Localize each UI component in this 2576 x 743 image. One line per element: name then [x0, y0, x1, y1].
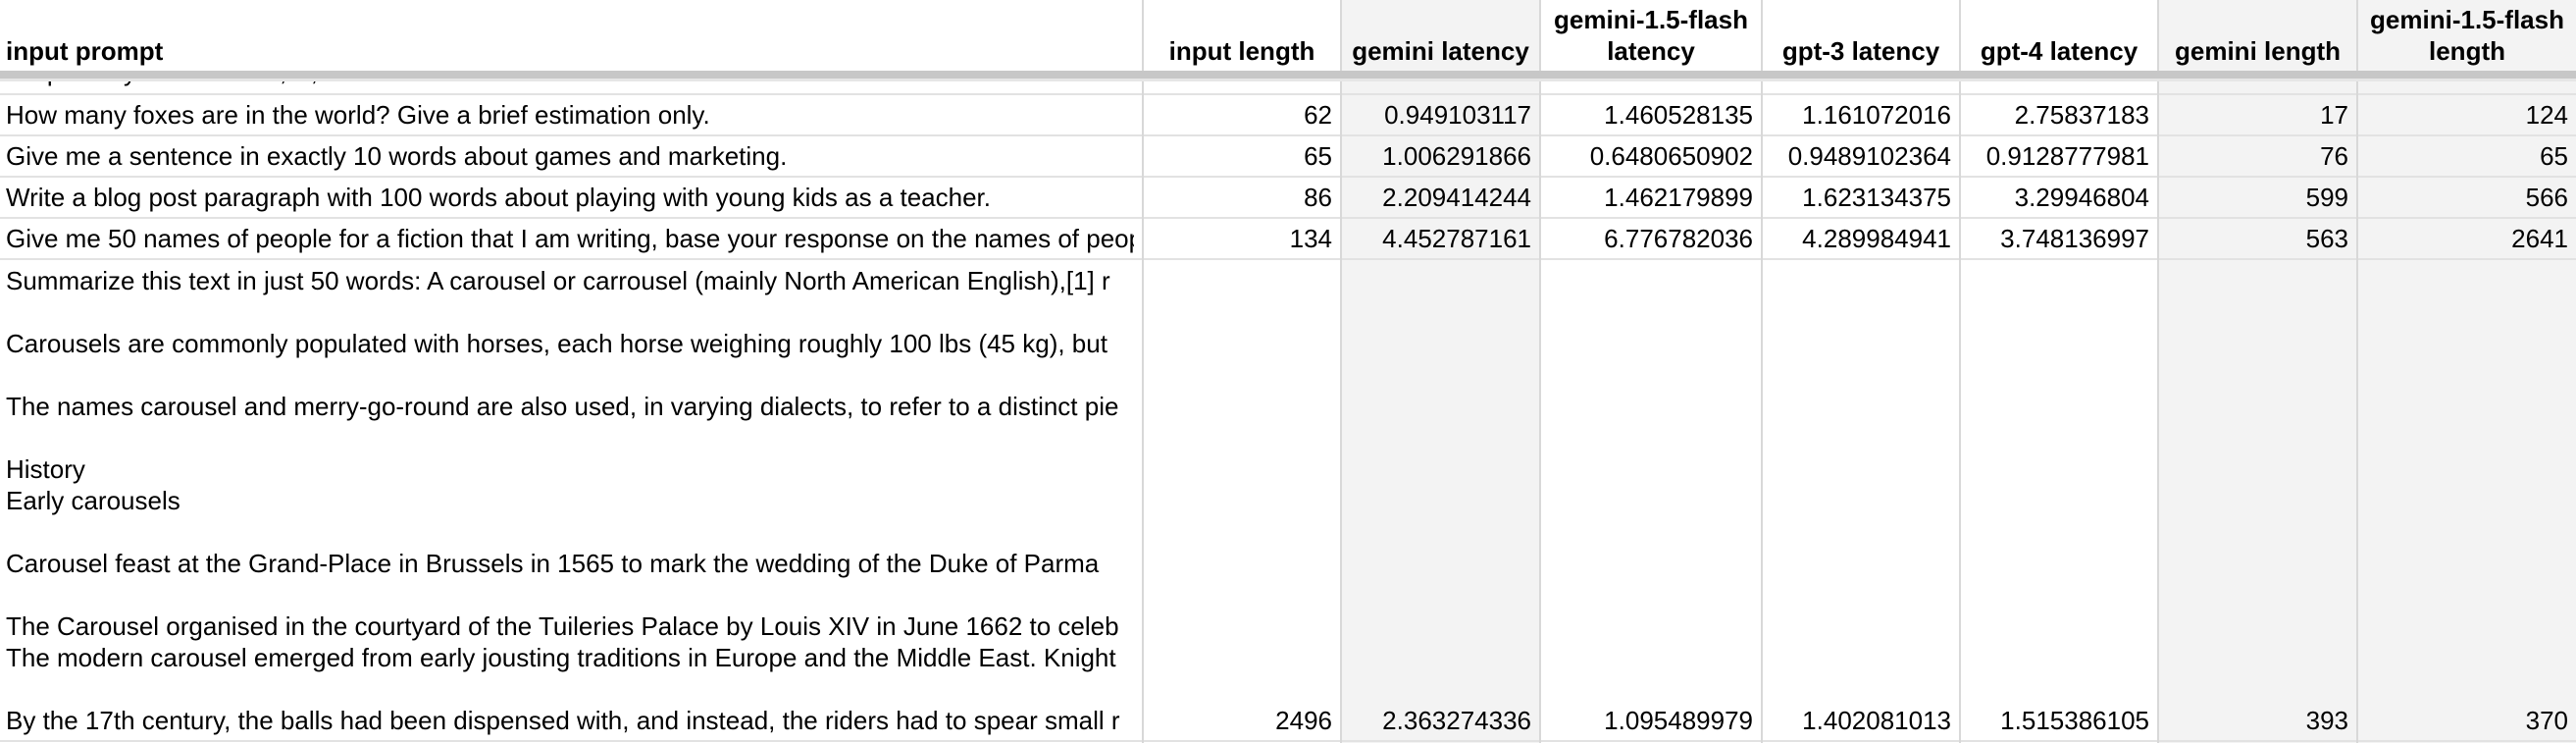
row-flash-latency[interactable]: 1.462179899 [1604, 183, 1753, 212]
header-shade [2358, 0, 2576, 71]
column-divider [1340, 0, 1342, 743]
row-gemini-length[interactable]: 599 [2305, 183, 2348, 212]
row-input-length[interactable]: 62 [1304, 100, 1332, 130]
row-gemini-length[interactable]: 76 [2320, 141, 2348, 171]
multiline-prompt-line[interactable]: The modern carousel emerged from early j… [6, 643, 1116, 672]
row-flash-length[interactable]: 370 [2525, 706, 2568, 735]
row-flash-latency[interactable]: 6.776782036 [1604, 224, 1753, 253]
row-gpt3-latency[interactable]: 1.161072016 [1802, 100, 1951, 130]
flash-length-column-bg [2358, 0, 2576, 743]
header-flash-latency-line1[interactable]: gemini-1.5-flash [1554, 5, 1748, 34]
multiline-prompt-line[interactable]: The names carousel and merry-go-round ar… [6, 392, 1119, 421]
column-divider [1539, 0, 1541, 71]
header-flash-latency-line2[interactable]: latency [1607, 36, 1695, 66]
header-flash-length-line1[interactable]: gemini-1.5-flash [2370, 5, 2564, 34]
row-gemini-length[interactable]: 393 [2305, 706, 2348, 735]
header-gemini-length[interactable]: gemini length [2175, 36, 2341, 66]
header-gemini-latency[interactable]: gemini latency [1352, 36, 1529, 66]
row-flash-length[interactable]: 65 [2540, 141, 2568, 171]
column-divider [2356, 0, 2358, 71]
multiline-prompt-line[interactable]: Summarize this text in just 50 words: A … [6, 266, 1110, 295]
header-flash-length-line2[interactable]: length [2429, 36, 2505, 66]
row-divider [0, 740, 2576, 742]
row-flash-length[interactable]: 124 [2525, 100, 2568, 130]
row-divider [0, 217, 2576, 219]
row-gemini-length[interactable]: 563 [2305, 224, 2348, 253]
header-input-prompt[interactable]: input prompt [6, 36, 164, 66]
row-gpt3-latency[interactable]: 4.289984941 [1802, 224, 1951, 253]
column-divider [1539, 0, 1541, 743]
row-input-length[interactable]: 2496 [1275, 706, 1332, 735]
multiline-prompt-line[interactable]: History [6, 454, 85, 484]
row-divider [0, 93, 2576, 95]
row-divider [0, 258, 2576, 260]
column-divider [1761, 0, 1763, 743]
header-shade [2159, 0, 2356, 71]
multiline-prompt-line[interactable]: By the 17th century, the balls had been … [6, 706, 1120, 735]
multiline-prompt-line[interactable]: Carousels are commonly populated with ho… [6, 329, 1108, 358]
row-gemini-latency[interactable]: 2.363274336 [1382, 706, 1531, 735]
row-prompt[interactable]: Write a blog post paragraph with 100 wor… [6, 183, 992, 212]
row-divider [0, 134, 2576, 136]
header-shade [1342, 0, 1539, 71]
column-divider [2157, 0, 2159, 743]
multiline-prompt-line[interactable]: The Carousel organised in the courtyard … [6, 611, 1119, 641]
freeze-pane-shadow [0, 79, 2576, 81]
freeze-pane-divider[interactable] [0, 71, 2576, 79]
gemini-length-column-bg [2159, 0, 2356, 743]
row-prompt[interactable]: Give me 50 names of people for a fiction… [6, 224, 1134, 253]
row-gemini-latency[interactable]: 1.006291866 [1382, 141, 1531, 171]
row-gemini-latency[interactable]: 2.209414244 [1382, 183, 1531, 212]
row-flash-latency[interactable]: 0.6480650902 [1589, 141, 1753, 171]
row-gpt4-latency[interactable]: 1.515386105 [2000, 706, 2149, 735]
row-gpt4-latency[interactable]: 3.29946804 [2014, 183, 2149, 212]
column-divider [1142, 0, 1144, 71]
row-gpt3-latency[interactable]: 1.402081013 [1802, 706, 1951, 735]
row-gemini-latency[interactable]: 0.949103117 [1384, 100, 1531, 130]
row-gpt4-latency[interactable]: 0.9128777981 [1985, 141, 2149, 171]
row-gpt3-latency[interactable]: 0.9489102364 [1787, 141, 1951, 171]
row-prompt[interactable]: Give me a sentence in exactly 10 words a… [6, 141, 788, 171]
row-flash-length[interactable]: 2641 [2511, 224, 2568, 253]
column-divider [1959, 0, 1961, 743]
column-divider [1142, 0, 1144, 743]
row-flash-latency[interactable]: 1.095489979 [1604, 706, 1753, 735]
row-gpt4-latency[interactable]: 3.748136997 [2000, 224, 2149, 253]
multiline-prompt-line[interactable]: Early carousels [6, 486, 180, 515]
row-gpt3-latency[interactable]: 1.623134375 [1802, 183, 1951, 212]
column-divider [2356, 0, 2358, 743]
row-gemini-latency[interactable]: 4.452787161 [1382, 224, 1531, 253]
column-divider [1959, 0, 1961, 71]
header-gpt4-latency[interactable]: gpt-4 latency [1980, 36, 2138, 66]
row-input-length[interactable]: 86 [1304, 183, 1332, 212]
row-prompt[interactable]: How many foxes are in the world? Give a … [6, 100, 710, 130]
row-gpt4-latency[interactable]: 2.75837183 [2014, 100, 2149, 130]
row-input-length[interactable]: 134 [1289, 224, 1332, 253]
row-flash-length[interactable]: 566 [2525, 183, 2568, 212]
header-input-length[interactable]: input length [1168, 36, 1315, 66]
row-divider [0, 176, 2576, 178]
row-gemini-length[interactable]: 17 [2320, 100, 2348, 130]
row-input-length[interactable]: 65 [1304, 141, 1332, 171]
column-divider [1340, 0, 1342, 71]
header-row: input prompt input length gemini latency… [0, 0, 2576, 71]
header-gpt3-latency[interactable]: gpt-3 latency [1781, 36, 1940, 66]
column-divider [1761, 0, 1763, 71]
column-divider [2157, 0, 2159, 71]
multiline-prompt-line[interactable]: Carousel feast at the Grand-Place in Bru… [6, 549, 1100, 578]
row-flash-latency[interactable]: 1.460528135 [1604, 100, 1753, 130]
gemini-latency-column-bg [1342, 0, 1539, 743]
